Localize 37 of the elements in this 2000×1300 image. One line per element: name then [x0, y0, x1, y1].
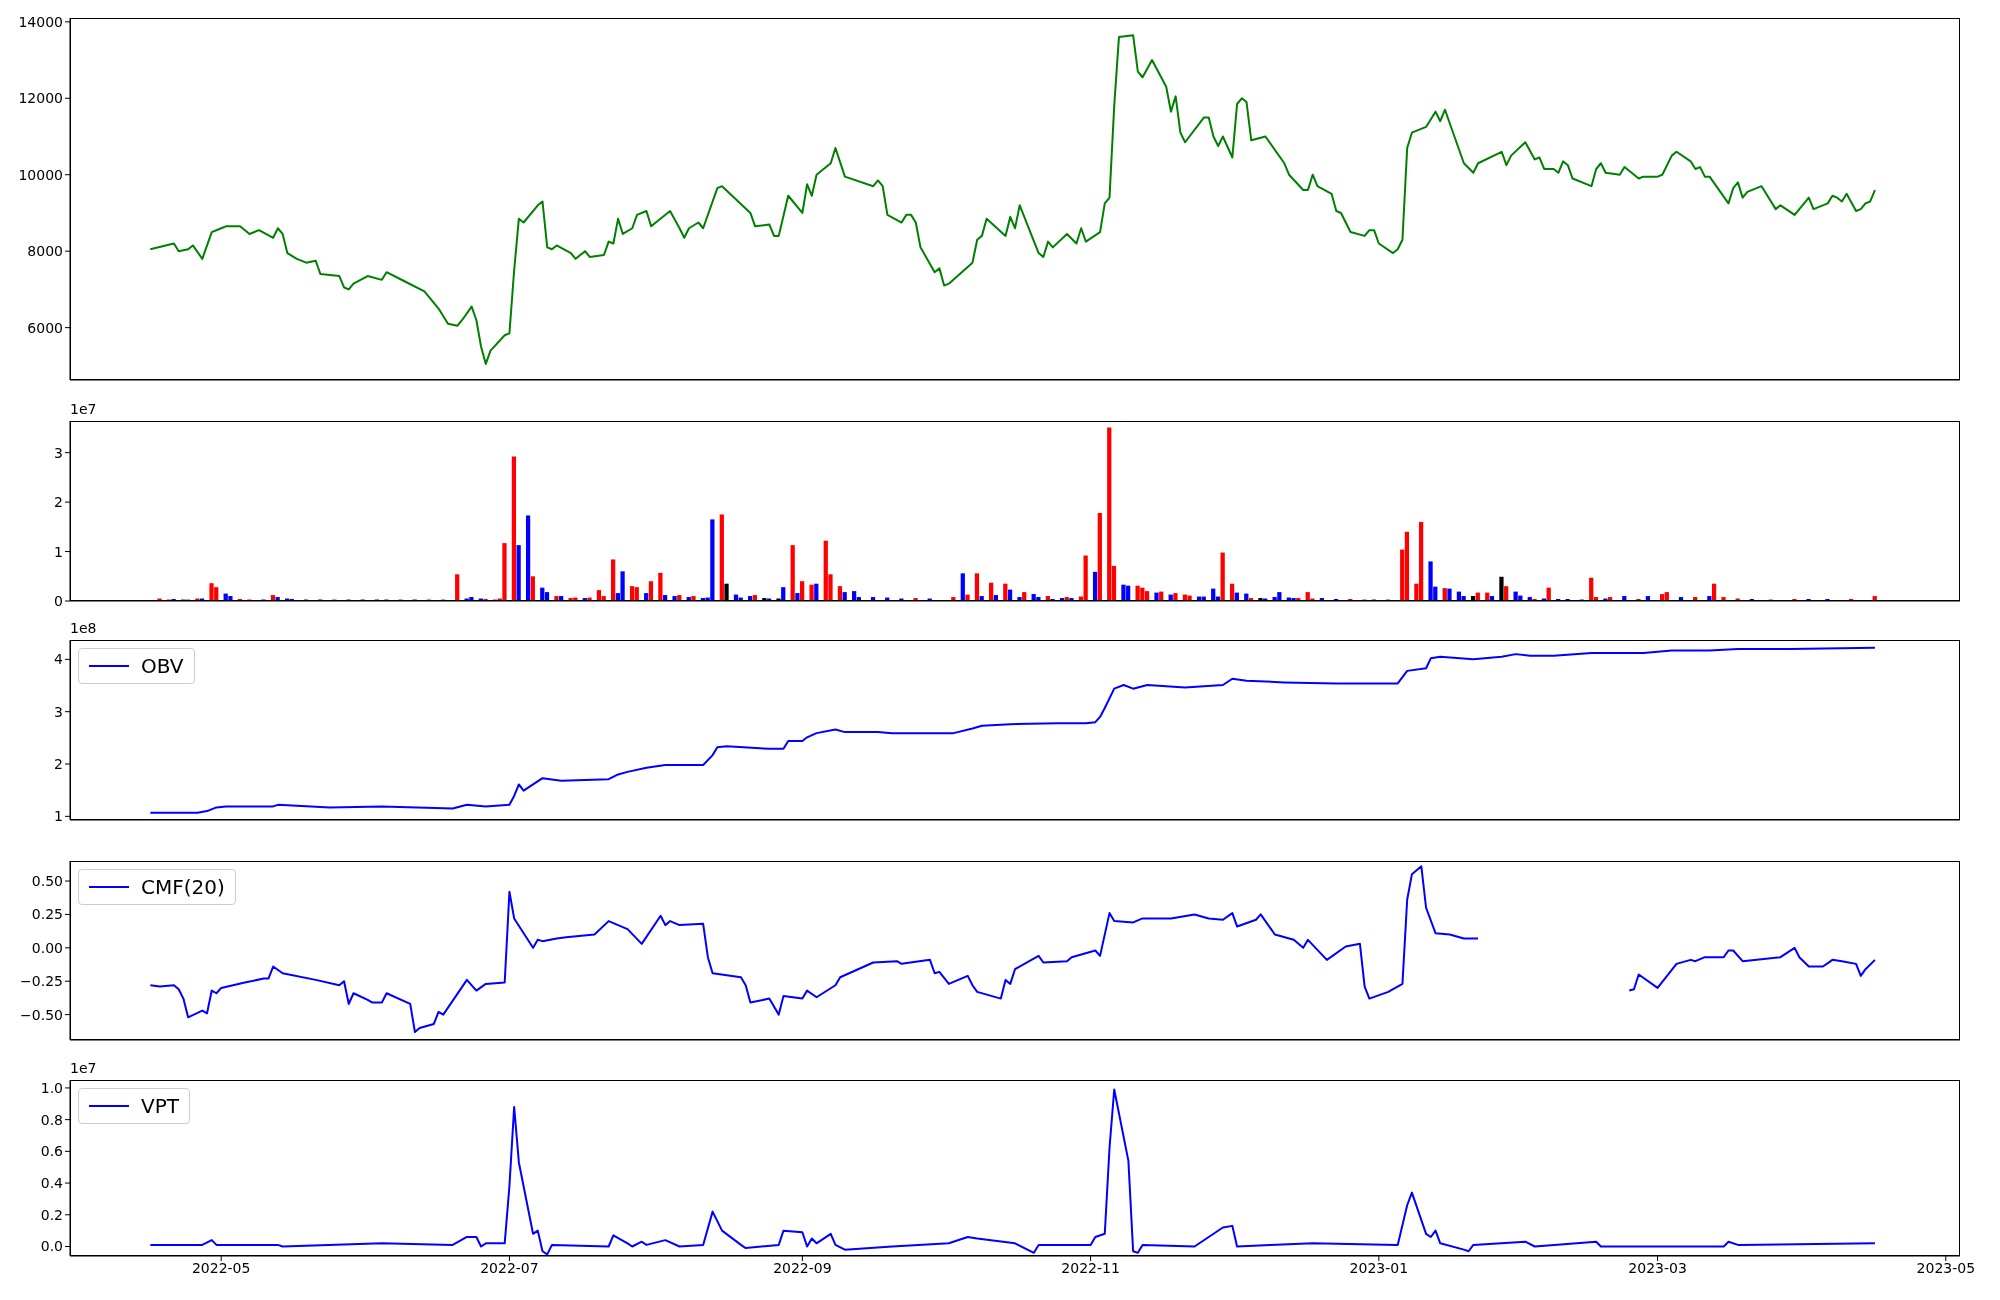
y-tick-label: 0.50 [31, 873, 63, 890]
text: 1e7 [70, 401, 97, 417]
text: 1e8 [70, 620, 97, 636]
y-tick-label: 0.25 [31, 906, 63, 923]
x-tick-label: 2022-07 [480, 1259, 539, 1276]
y-tick-label: 14000 [18, 13, 63, 30]
x-tick-label: 2023-01 [1349, 1259, 1409, 1276]
y-tick-label: 2 [54, 494, 63, 511]
legend-label: CMF(20) [141, 875, 225, 899]
y-tick-label: 6000 [27, 319, 63, 336]
y-tick-label: 1.0 [40, 1079, 63, 1096]
y-tick-label: 3 [54, 703, 63, 720]
y-tick-label: 1 [54, 543, 63, 560]
y-tick-label: 4 [54, 651, 64, 668]
x-tick-label: 2022-11 [1061, 1259, 1120, 1276]
x-tick-label: 2023-03 [1628, 1259, 1687, 1276]
y-tick-label: 0.2 [40, 1206, 63, 1223]
y-tick-label: 0.8 [40, 1111, 63, 1128]
y-tick-label: 10000 [18, 166, 63, 183]
y-tick-label: −0.50 [20, 1006, 63, 1023]
y-tick-label: 2 [54, 755, 63, 772]
y-tick-label: 8000 [27, 243, 63, 260]
y-tick-label: −0.25 [20, 973, 63, 990]
y-tick-label: 3 [54, 444, 63, 461]
x-tick-label: 2022-05 [191, 1259, 251, 1276]
legend-label: OBV [141, 654, 184, 678]
y-tick-label: 0.6 [40, 1143, 64, 1160]
text: 1e7 [70, 1060, 97, 1076]
y-tick-label: 1 [54, 808, 63, 825]
x-tick-label: 2023-05 [1916, 1259, 1976, 1276]
y-tick-label: 0.0 [40, 1238, 63, 1255]
legend-label: VPT [141, 1094, 179, 1118]
y-tick-label: 12000 [18, 90, 63, 107]
y-tick-label: 0.00 [31, 939, 63, 956]
y-tick-label: 0.4 [40, 1175, 64, 1192]
x-tick-label: 2022-09 [773, 1259, 832, 1276]
y-tick-label: 0 [54, 592, 63, 609]
